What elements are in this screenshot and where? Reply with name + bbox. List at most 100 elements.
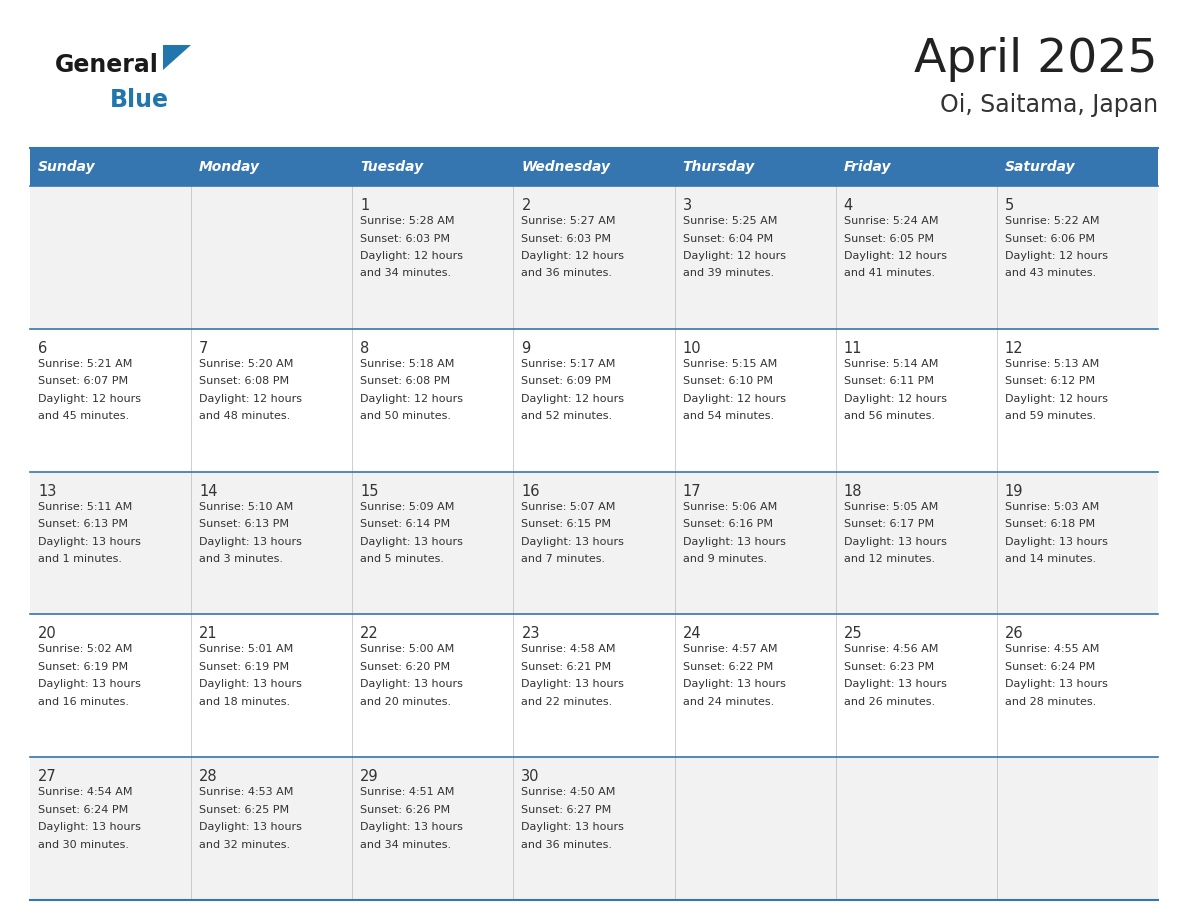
Text: Sunrise: 4:55 AM: Sunrise: 4:55 AM [1005,644,1099,655]
Text: Sunrise: 5:09 AM: Sunrise: 5:09 AM [360,501,455,511]
Text: 4: 4 [843,198,853,213]
Text: 10: 10 [683,341,701,356]
Text: 12: 12 [1005,341,1024,356]
Text: Sunrise: 4:53 AM: Sunrise: 4:53 AM [200,788,293,797]
Text: Sunrise: 5:17 AM: Sunrise: 5:17 AM [522,359,615,369]
Text: Sunday: Sunday [38,160,95,174]
Text: 14: 14 [200,484,217,498]
Bar [30,329,1158,472]
Text: and 3 minutes.: and 3 minutes. [200,554,283,564]
Text: Sunrise: 5:11 AM: Sunrise: 5:11 AM [38,501,132,511]
Text: April 2025: April 2025 [915,38,1158,83]
Bar [30,614,1158,757]
Text: Sunrise: 5:24 AM: Sunrise: 5:24 AM [843,216,939,226]
Text: Sunset: 6:19 PM: Sunset: 6:19 PM [38,662,128,672]
Text: 29: 29 [360,769,379,784]
Text: Daylight: 13 hours: Daylight: 13 hours [683,537,785,546]
Text: and 16 minutes.: and 16 minutes. [38,697,129,707]
Text: Sunrise: 5:15 AM: Sunrise: 5:15 AM [683,359,777,369]
Text: Sunrise: 5:06 AM: Sunrise: 5:06 AM [683,501,777,511]
Text: Sunset: 6:16 PM: Sunset: 6:16 PM [683,519,772,529]
Text: Daylight: 12 hours: Daylight: 12 hours [683,394,785,404]
Text: and 22 minutes.: and 22 minutes. [522,697,613,707]
Text: Sunrise: 5:22 AM: Sunrise: 5:22 AM [1005,216,1099,226]
Text: Daylight: 13 hours: Daylight: 13 hours [200,537,302,546]
Text: 27: 27 [38,769,57,784]
Text: and 26 minutes.: and 26 minutes. [843,697,935,707]
Text: Sunset: 6:20 PM: Sunset: 6:20 PM [360,662,450,672]
Text: and 54 minutes.: and 54 minutes. [683,411,773,421]
Text: Sunrise: 5:01 AM: Sunrise: 5:01 AM [200,644,293,655]
Text: and 39 minutes.: and 39 minutes. [683,268,773,278]
Text: Sunset: 6:10 PM: Sunset: 6:10 PM [683,376,772,386]
Text: Sunset: 6:11 PM: Sunset: 6:11 PM [843,376,934,386]
Text: Daylight: 13 hours: Daylight: 13 hours [683,679,785,689]
Text: Sunrise: 5:27 AM: Sunrise: 5:27 AM [522,216,615,226]
Text: Daylight: 13 hours: Daylight: 13 hours [200,823,302,833]
Text: Daylight: 12 hours: Daylight: 12 hours [360,394,463,404]
Text: Sunrise: 4:54 AM: Sunrise: 4:54 AM [38,788,133,797]
Text: Sunrise: 5:00 AM: Sunrise: 5:00 AM [360,644,455,655]
Text: Sunrise: 5:07 AM: Sunrise: 5:07 AM [522,501,615,511]
Text: Sunset: 6:12 PM: Sunset: 6:12 PM [1005,376,1095,386]
Bar [997,148,1158,186]
Text: and 1 minutes.: and 1 minutes. [38,554,122,564]
Text: Daylight: 13 hours: Daylight: 13 hours [1005,679,1107,689]
Text: and 43 minutes.: and 43 minutes. [1005,268,1097,278]
Text: and 7 minutes.: and 7 minutes. [522,554,606,564]
Text: Sunset: 6:25 PM: Sunset: 6:25 PM [200,805,289,814]
Text: Daylight: 13 hours: Daylight: 13 hours [200,679,302,689]
Text: 8: 8 [360,341,369,356]
Text: 20: 20 [38,626,57,642]
Text: and 48 minutes.: and 48 minutes. [200,411,290,421]
Text: Daylight: 13 hours: Daylight: 13 hours [360,679,463,689]
Text: Daylight: 12 hours: Daylight: 12 hours [1005,251,1108,261]
Text: Daylight: 13 hours: Daylight: 13 hours [843,537,947,546]
Text: and 14 minutes.: and 14 minutes. [1005,554,1097,564]
Text: 5: 5 [1005,198,1015,213]
Text: 6: 6 [38,341,48,356]
Text: 17: 17 [683,484,701,498]
Text: Sunrise: 4:57 AM: Sunrise: 4:57 AM [683,644,777,655]
Text: Daylight: 13 hours: Daylight: 13 hours [843,679,947,689]
Text: Saturday: Saturday [1005,160,1075,174]
Text: Sunset: 6:23 PM: Sunset: 6:23 PM [843,662,934,672]
Text: Daylight: 13 hours: Daylight: 13 hours [360,823,463,833]
Text: Sunset: 6:03 PM: Sunset: 6:03 PM [522,233,612,243]
Text: Sunset: 6:26 PM: Sunset: 6:26 PM [360,805,450,814]
Text: 16: 16 [522,484,539,498]
Text: Sunset: 6:09 PM: Sunset: 6:09 PM [522,376,612,386]
Text: Daylight: 12 hours: Daylight: 12 hours [38,394,141,404]
Text: and 12 minutes.: and 12 minutes. [843,554,935,564]
Text: Daylight: 13 hours: Daylight: 13 hours [522,679,625,689]
Text: Sunrise: 5:10 AM: Sunrise: 5:10 AM [200,501,293,511]
Bar [191,148,353,186]
Text: 18: 18 [843,484,862,498]
Bar [30,148,191,186]
Text: 23: 23 [522,626,539,642]
Text: Daylight: 13 hours: Daylight: 13 hours [360,537,463,546]
Text: 13: 13 [38,484,56,498]
Text: 2: 2 [522,198,531,213]
Text: and 5 minutes.: and 5 minutes. [360,554,444,564]
Text: 30: 30 [522,769,539,784]
Text: Sunrise: 5:25 AM: Sunrise: 5:25 AM [683,216,777,226]
Text: Monday: Monday [200,160,260,174]
Text: Sunrise: 4:58 AM: Sunrise: 4:58 AM [522,644,615,655]
Text: Sunset: 6:04 PM: Sunset: 6:04 PM [683,233,772,243]
Text: and 56 minutes.: and 56 minutes. [843,411,935,421]
Bar [30,757,1158,900]
Text: 11: 11 [843,341,862,356]
Text: Sunrise: 5:13 AM: Sunrise: 5:13 AM [1005,359,1099,369]
Text: General: General [55,53,159,77]
Text: Sunset: 6:03 PM: Sunset: 6:03 PM [360,233,450,243]
Text: Daylight: 13 hours: Daylight: 13 hours [38,537,141,546]
Text: and 28 minutes.: and 28 minutes. [1005,697,1097,707]
Text: 7: 7 [200,341,209,356]
Text: Sunset: 6:24 PM: Sunset: 6:24 PM [1005,662,1095,672]
Text: Daylight: 13 hours: Daylight: 13 hours [1005,537,1107,546]
Bar [835,148,997,186]
Text: Sunset: 6:22 PM: Sunset: 6:22 PM [683,662,773,672]
Text: Sunset: 6:14 PM: Sunset: 6:14 PM [360,519,450,529]
Text: Daylight: 12 hours: Daylight: 12 hours [360,251,463,261]
